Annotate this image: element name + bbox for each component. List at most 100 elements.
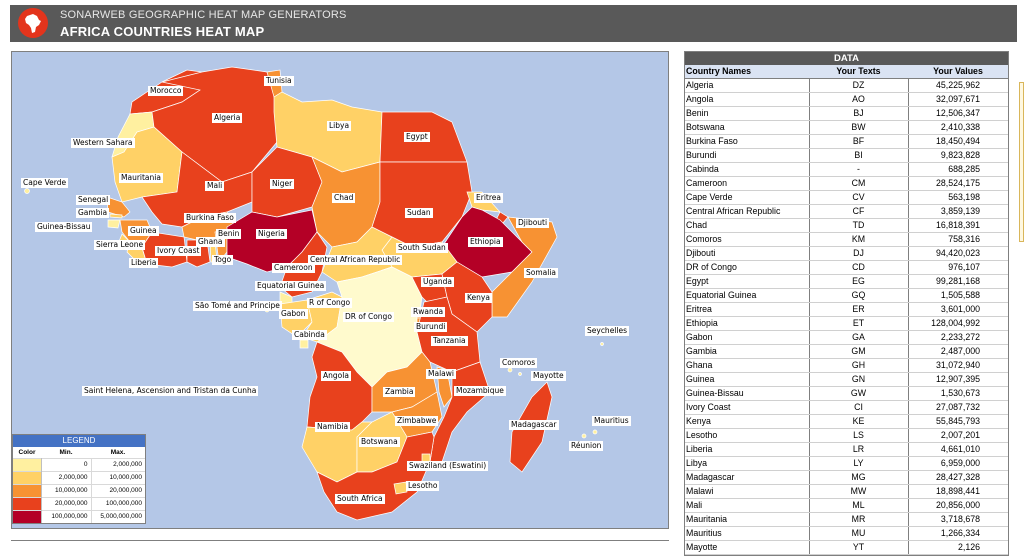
value-cell[interactable]: 94,420,023 (907, 246, 1008, 261)
table-row[interactable]: Kenya KE 55,845,793 (685, 414, 1008, 429)
value-cell[interactable]: 55,845,793 (907, 414, 1008, 429)
table-row[interactable]: Mali ML 20,856,000 (685, 498, 1008, 513)
country-name-cell[interactable]: Eritrea (685, 302, 809, 317)
table-row[interactable]: Gambia GM 2,487,000 (685, 344, 1008, 359)
text-cell[interactable]: MR (808, 512, 908, 527)
text-cell[interactable]: GH (808, 358, 908, 373)
country-name-cell[interactable]: Libya (685, 456, 809, 471)
value-cell[interactable]: 28,524,175 (907, 176, 1008, 191)
country-name-cell[interactable]: Ivory Coast (685, 400, 809, 415)
text-cell[interactable]: AO (808, 92, 908, 107)
country-name-cell[interactable]: Madagascar (685, 470, 809, 485)
value-cell[interactable]: 563,198 (907, 190, 1008, 205)
country-name-cell[interactable]: Cameroon (685, 176, 809, 191)
country-name-cell[interactable]: Kenya (685, 414, 809, 429)
text-cell[interactable]: DJ (808, 246, 908, 261)
text-cell[interactable]: BJ (808, 106, 908, 121)
value-cell[interactable]: 18,450,494 (907, 134, 1008, 149)
text-cell[interactable]: MG (808, 470, 908, 485)
value-cell[interactable]: 128,004,992 (907, 316, 1008, 331)
value-cell[interactable]: 12,907,395 (907, 372, 1008, 387)
table-row[interactable]: Equatorial Guinea GQ 1,505,588 (685, 288, 1008, 303)
country-name-cell[interactable]: Central African Republic (685, 204, 809, 219)
country-name-cell[interactable]: Liberia (685, 442, 809, 457)
country-name-cell[interactable]: Chad (685, 218, 809, 233)
value-cell[interactable]: 4,661,010 (907, 442, 1008, 457)
value-cell[interactable]: 976,107 (907, 260, 1008, 275)
country-name-cell[interactable]: Mauritania (685, 512, 809, 527)
text-cell[interactable]: LY (808, 456, 908, 471)
value-cell[interactable]: 27,087,732 (907, 400, 1008, 415)
value-cell[interactable]: 16,818,391 (907, 218, 1008, 233)
table-row[interactable]: DR of Congo CD 976,107 (685, 260, 1008, 275)
text-cell[interactable]: CM (808, 176, 908, 191)
value-cell[interactable]: 99,281,168 (907, 274, 1008, 289)
text-cell[interactable]: GQ (808, 288, 908, 303)
table-row[interactable]: Chad TD 16,818,391 (685, 218, 1008, 233)
country-name-cell[interactable]: Cape Verde (685, 190, 809, 205)
text-cell[interactable]: KM (808, 232, 908, 247)
value-cell[interactable]: 2,007,201 (907, 428, 1008, 443)
table-row[interactable]: Benin BJ 12,506,347 (685, 106, 1008, 121)
text-cell[interactable]: MW (808, 484, 908, 499)
value-cell[interactable]: 2,233,272 (907, 330, 1008, 345)
text-cell[interactable]: GM (808, 344, 908, 359)
country-name-cell[interactable]: Egypt (685, 274, 809, 289)
text-cell[interactable]: BF (808, 134, 908, 149)
text-cell[interactable]: LS (808, 428, 908, 443)
value-cell[interactable]: 6,959,000 (907, 456, 1008, 471)
value-cell[interactable]: 28,427,328 (907, 470, 1008, 485)
country-name-cell[interactable]: Mali (685, 498, 809, 513)
country-name-cell[interactable]: Burundi (685, 148, 809, 163)
table-row[interactable]: Burkina Faso BF 18,450,494 (685, 134, 1008, 149)
country-name-cell[interactable]: Angola (685, 92, 809, 107)
text-cell[interactable]: KE (808, 414, 908, 429)
value-cell[interactable]: 688,285 (907, 162, 1008, 177)
country-name-cell[interactable]: Guinea-Bissau (685, 386, 809, 401)
text-cell[interactable]: BI (808, 148, 908, 163)
value-cell[interactable]: 3,859,139 (907, 204, 1008, 219)
value-cell[interactable]: 32,097,671 (907, 92, 1008, 107)
table-row[interactable]: Cape Verde CV 563,198 (685, 190, 1008, 205)
table-row[interactable]: Comoros KM 758,316 (685, 232, 1008, 247)
table-row[interactable]: Madagascar MG 28,427,328 (685, 470, 1008, 485)
value-cell[interactable]: 758,316 (907, 232, 1008, 247)
text-cell[interactable]: DZ (808, 78, 908, 93)
text-cell[interactable]: CF (808, 204, 908, 219)
value-cell[interactable]: 1,530,673 (907, 386, 1008, 401)
table-row[interactable]: Malawi MW 18,898,441 (685, 484, 1008, 499)
value-cell[interactable]: 31,072,940 (907, 358, 1008, 373)
country-name-cell[interactable]: Cabinda (685, 162, 809, 177)
country-name-cell[interactable]: DR of Congo (685, 260, 809, 275)
value-cell[interactable]: 1,266,334 (907, 526, 1008, 541)
text-cell[interactable]: BW (808, 120, 908, 135)
table-row[interactable]: Angola AO 32,097,671 (685, 92, 1008, 107)
table-row[interactable]: Guinea GN 12,907,395 (685, 372, 1008, 387)
country-name-cell[interactable]: Algeria (685, 78, 809, 93)
value-cell[interactable]: 3,601,000 (907, 302, 1008, 317)
text-cell[interactable]: CD (808, 260, 908, 275)
text-cell[interactable]: ER (808, 302, 908, 317)
value-cell[interactable]: 20,856,000 (907, 498, 1008, 513)
country-name-cell[interactable]: Guinea (685, 372, 809, 387)
table-row[interactable]: Lesotho LS 2,007,201 (685, 428, 1008, 443)
table-row[interactable]: Egypt EG 99,281,168 (685, 274, 1008, 289)
country-name-cell[interactable]: Gambia (685, 344, 809, 359)
country-name-cell[interactable]: Burkina Faso (685, 134, 809, 149)
value-cell[interactable]: 2,410,338 (907, 120, 1008, 135)
country-name-cell[interactable]: Mauritius (685, 526, 809, 541)
country-name-cell[interactable]: Malawi (685, 484, 809, 499)
text-cell[interactable]: EG (808, 274, 908, 289)
side-panel-edge[interactable] (1019, 82, 1024, 242)
country-name-cell[interactable]: Botswana (685, 120, 809, 135)
value-cell[interactable]: 3,718,678 (907, 512, 1008, 527)
text-cell[interactable]: GN (808, 372, 908, 387)
table-row[interactable]: Algeria DZ 45,225,962 (685, 78, 1008, 93)
country-name-cell[interactable]: Djibouti (685, 246, 809, 261)
table-row[interactable]: Cameroon CM 28,524,175 (685, 176, 1008, 191)
table-row[interactable]: Cabinda -688,285 (685, 162, 1008, 177)
table-row[interactable]: Ghana GH 31,072,940 (685, 358, 1008, 373)
country-name-cell[interactable]: Gabon (685, 330, 809, 345)
country-name-cell[interactable]: Benin (685, 106, 809, 121)
country-name-cell[interactable]: Lesotho (685, 428, 809, 443)
